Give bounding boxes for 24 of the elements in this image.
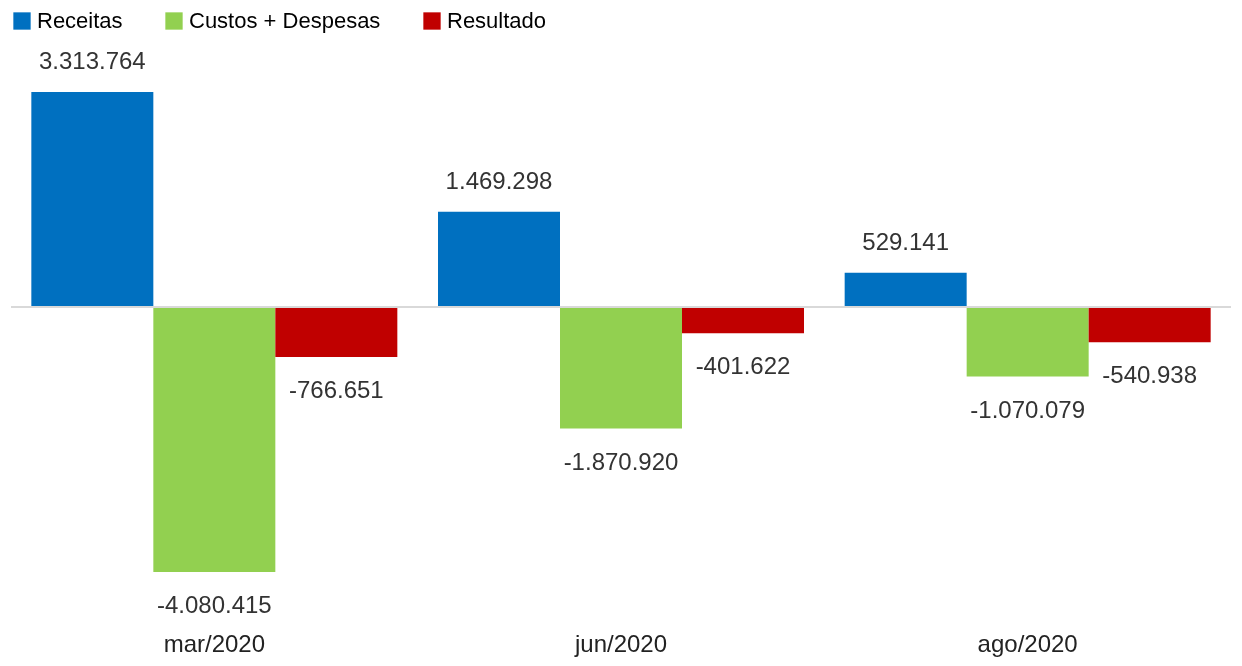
bar bbox=[1088, 307, 1211, 343]
x-tick-label: mar/2020 bbox=[163, 629, 266, 657]
legend-label: Receitas bbox=[37, 8, 123, 33]
data-label: 529.141 bbox=[862, 227, 950, 255]
data-label: -4.080.415 bbox=[156, 591, 272, 618]
data-label: -1.870.920 bbox=[563, 447, 679, 475]
bar bbox=[682, 307, 804, 334]
data-label: -1.070.079 bbox=[970, 395, 1086, 423]
bar bbox=[966, 307, 1089, 377]
data-label: -401.622 bbox=[695, 352, 791, 380]
bar bbox=[153, 307, 276, 572]
bar bbox=[844, 272, 967, 308]
data-label: -540.938 bbox=[1102, 361, 1198, 389]
data-label: 3.313.764 bbox=[38, 47, 146, 74]
data-label: -766.651 bbox=[288, 375, 384, 403]
x-tick-label: jun/2020 bbox=[573, 629, 668, 657]
bar bbox=[560, 307, 682, 429]
bar bbox=[275, 307, 398, 357]
x-tick-label: ago/2020 bbox=[977, 629, 1078, 657]
bar bbox=[31, 92, 154, 308]
data-label: 1.469.298 bbox=[445, 166, 553, 194]
legend-label: Resultado bbox=[447, 8, 547, 33]
bar bbox=[438, 211, 560, 308]
legend-label: Custos + Despesas bbox=[189, 8, 381, 33]
